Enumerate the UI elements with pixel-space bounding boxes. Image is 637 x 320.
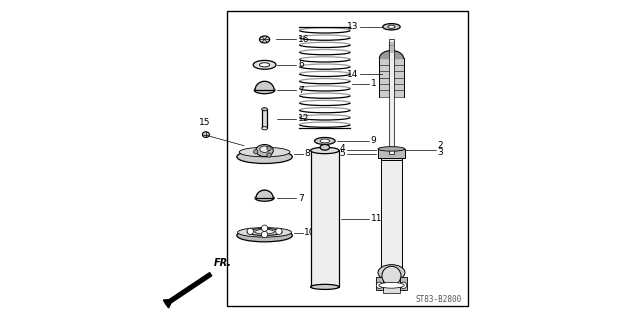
Text: 7: 7 [298,194,304,203]
Ellipse shape [378,147,405,151]
Bar [311,150,339,287]
Bar [227,11,468,306]
Ellipse shape [240,147,290,157]
Bar [380,59,403,97]
Ellipse shape [262,127,268,130]
Ellipse shape [238,228,292,237]
Bar [383,287,400,293]
Bar [262,109,268,128]
Circle shape [267,146,271,151]
Ellipse shape [383,24,400,30]
Polygon shape [163,300,173,308]
Ellipse shape [383,286,400,291]
Ellipse shape [259,63,269,67]
Polygon shape [256,190,273,198]
Text: 7: 7 [298,86,304,95]
Ellipse shape [311,147,339,154]
Ellipse shape [320,144,329,150]
Ellipse shape [256,144,273,156]
Circle shape [376,282,383,288]
Bar [378,149,405,158]
Ellipse shape [311,284,339,289]
Ellipse shape [254,87,275,94]
Polygon shape [380,51,403,59]
Circle shape [261,225,268,231]
Circle shape [247,228,254,235]
Ellipse shape [203,132,210,138]
Ellipse shape [247,228,282,236]
Ellipse shape [388,25,395,28]
Polygon shape [165,273,211,306]
Ellipse shape [260,146,269,152]
Text: 4: 4 [340,144,345,153]
Ellipse shape [255,195,274,201]
Text: 13: 13 [347,22,358,31]
Circle shape [400,282,406,288]
Text: 8: 8 [304,149,310,158]
Circle shape [254,149,258,154]
Text: 15: 15 [199,118,210,127]
Text: FR.: FR. [214,258,232,268]
Polygon shape [255,81,274,90]
Bar [381,154,402,160]
Ellipse shape [237,150,292,164]
Text: 16: 16 [298,35,310,44]
Text: 10: 10 [304,228,316,237]
Bar [376,277,383,290]
Text: ST83-B2800: ST83-B2800 [415,295,461,304]
Text: 6: 6 [298,60,304,69]
Text: 3: 3 [438,148,443,156]
Circle shape [267,153,271,157]
Circle shape [382,266,401,285]
Text: 9: 9 [371,136,376,146]
Ellipse shape [378,265,405,281]
Text: 12: 12 [298,114,309,123]
Ellipse shape [255,229,275,234]
Text: 5: 5 [340,149,345,158]
Text: 1: 1 [371,79,376,88]
Bar [389,39,394,154]
Ellipse shape [259,36,269,43]
Ellipse shape [320,139,329,143]
Text: 11: 11 [371,214,382,223]
Ellipse shape [379,283,404,288]
Text: 14: 14 [347,70,358,79]
Circle shape [276,228,282,235]
Text: 2: 2 [438,141,443,150]
Ellipse shape [315,138,335,144]
Ellipse shape [237,229,292,242]
Bar [381,160,402,268]
Ellipse shape [253,60,276,69]
Bar [400,277,406,290]
Ellipse shape [262,108,268,111]
Circle shape [261,231,268,238]
